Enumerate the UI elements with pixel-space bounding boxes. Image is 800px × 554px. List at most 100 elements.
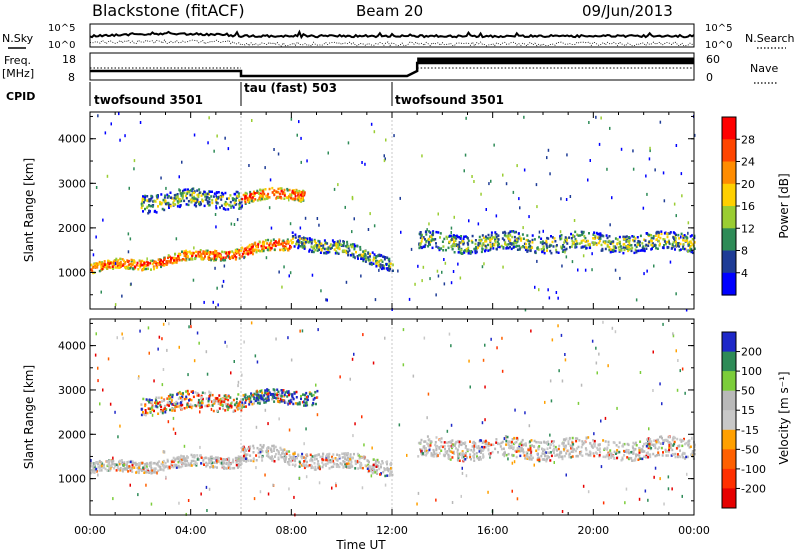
scatter-cell — [360, 257, 363, 260]
scatter-cell — [194, 462, 197, 465]
scatter-cell — [158, 465, 161, 468]
scatter-cell — [350, 460, 353, 464]
scatter-cell — [622, 246, 625, 249]
scatter-speckle — [646, 192, 648, 196]
scatter-cell — [571, 441, 574, 444]
scatter-cell — [292, 402, 295, 406]
scatter-cell — [600, 243, 603, 247]
scatter-cell — [595, 243, 598, 247]
scatter-cell — [197, 255, 200, 258]
scatter-cell — [99, 464, 102, 467]
scatter-cell — [526, 234, 529, 237]
scatter-cell — [625, 235, 628, 238]
scatter-cell — [606, 243, 609, 247]
scatter-speckle — [200, 492, 202, 496]
scatter-cell — [180, 455, 183, 458]
scatter-cell — [515, 455, 518, 459]
scatter-speckle — [162, 450, 165, 454]
scatter-speckle — [397, 269, 399, 273]
scatter-cell — [177, 397, 180, 400]
scatter-cell — [366, 467, 369, 470]
scatter-cell — [229, 396, 232, 399]
scatter-cell — [245, 449, 248, 452]
scatter-cell — [152, 261, 155, 264]
scatter-cell — [375, 465, 378, 468]
scatter-cell — [282, 239, 285, 242]
scatter-cell — [654, 244, 657, 247]
scatter-cell — [219, 206, 221, 209]
scatter-speckle — [384, 157, 386, 161]
scatter-speckle — [248, 164, 250, 167]
x-axis-title: Time UT — [335, 538, 386, 552]
scatter-cell — [635, 245, 638, 248]
scatter-cell — [464, 458, 467, 461]
scatter-cell — [182, 194, 184, 197]
scatter-cell — [244, 447, 246, 450]
scatter-cell — [204, 404, 207, 408]
scatter-cell — [163, 464, 165, 468]
scatter-cell — [537, 248, 540, 251]
scatter-cell — [150, 471, 153, 475]
scatter-cell — [244, 397, 247, 400]
scatter-cell — [420, 438, 423, 442]
scatter-cell — [267, 398, 270, 401]
scatter-cell — [290, 400, 293, 404]
scatter-cell — [170, 463, 173, 466]
cpid-row: CPID twofsound 3501 tau (fast) 503 twofs… — [6, 81, 504, 107]
scatter-cell — [258, 389, 261, 393]
scatter-cell — [659, 435, 661, 439]
scatter-cell — [473, 459, 476, 462]
scatter-cell — [609, 242, 612, 245]
scatter-cell — [474, 242, 477, 246]
scatter-cell — [272, 388, 275, 391]
scatter-cell — [675, 242, 678, 246]
scatter-cell — [450, 236, 453, 239]
y-tick-label: 3000 — [58, 177, 86, 190]
scatter-cell — [592, 241, 595, 244]
scatter-cell — [549, 446, 552, 449]
scatter-cell — [487, 449, 490, 452]
scatter-cell — [239, 459, 242, 462]
scatter-cell — [618, 242, 621, 245]
scatter-cell — [424, 243, 427, 247]
scatter-cell — [275, 190, 278, 194]
scatter-cell — [357, 257, 359, 260]
scatter-cell — [194, 201, 197, 205]
scatter-cell — [693, 247, 696, 250]
scatter-cell — [645, 452, 648, 455]
scatter-cell — [197, 201, 200, 204]
scatter-cell — [145, 411, 148, 414]
velocity-colorbar-tick-label: 50 — [741, 385, 755, 398]
scatter-cell — [430, 239, 433, 242]
scatter-cell — [233, 403, 236, 407]
scatter-cell — [384, 256, 387, 259]
scatter-cell — [166, 261, 169, 265]
scatter-cell — [226, 254, 229, 257]
scatter-speckle — [153, 379, 155, 383]
scatter-cell — [238, 456, 241, 459]
scatter-speckle — [512, 190, 515, 194]
scatter-cell — [206, 192, 209, 196]
scatter-cell — [245, 247, 248, 250]
scatter-cell — [389, 463, 392, 466]
scatter-cell — [388, 474, 391, 477]
scatter-cell — [419, 243, 422, 247]
scatter-cell — [118, 266, 121, 269]
scatter-speckle — [481, 421, 484, 425]
scatter-speckle — [503, 454, 505, 458]
scatter-speckle — [236, 401, 238, 404]
scatter-cell — [183, 254, 186, 258]
scatter-cell — [145, 267, 148, 271]
scatter-cell — [672, 245, 675, 248]
scatter-cell — [317, 243, 320, 246]
scatter-cell — [643, 238, 646, 241]
scatter-cell — [268, 243, 271, 247]
scatter-cell — [181, 403, 184, 407]
scatter-cell — [175, 405, 178, 408]
scatter-cell — [593, 445, 596, 448]
scatter-cell — [245, 398, 247, 402]
scatter-cell — [618, 250, 621, 253]
scatter-cell — [383, 467, 386, 470]
noise-left-label: N.Sky — [2, 32, 34, 45]
scatter-cell — [194, 257, 197, 261]
